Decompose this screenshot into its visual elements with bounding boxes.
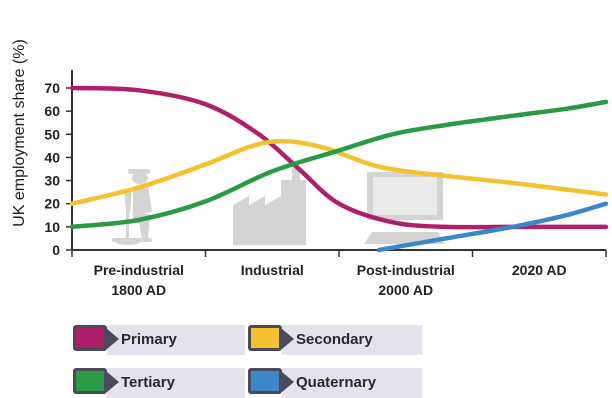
series-line-quaternary (376, 201, 609, 253)
legend-label-primary: Primary (107, 325, 245, 355)
y-tick-label: 70 (44, 80, 60, 96)
y-tick-label: 60 (44, 103, 60, 119)
series-line-tertiary (69, 99, 609, 230)
x-category-label: Pre-industrial 1800 AD (94, 262, 184, 298)
legend-pointer-icon (282, 329, 294, 349)
legend-item-secondary: Secondary (248, 325, 422, 355)
x-category-label: Post-industrial 2000 AD (357, 262, 455, 298)
legend-swatch-tertiary (73, 368, 107, 394)
employment-chart: 0 10 20 30 40 50 60 70 Pre-industrial 1800 AD Indu… (11, 39, 609, 298)
data-lines (69, 85, 609, 253)
y-tick-label: 30 (44, 173, 60, 189)
x-category-label: Industrial (241, 262, 304, 278)
legend-swatch-primary (73, 325, 107, 351)
x-category-label: 2020 AD (512, 262, 567, 278)
factory-icon (233, 168, 306, 245)
axis-labels: 0 10 20 30 40 50 60 70 Pre-industrial 1800 AD Indu… (11, 39, 567, 298)
series-line-secondary (69, 138, 609, 206)
y-tick-label: 40 (44, 149, 60, 165)
legend-pointer-icon (107, 372, 119, 392)
legend-label-secondary: Secondary (282, 325, 422, 355)
y-axis-title: UK employment share (%) (11, 39, 28, 227)
computer-icon (364, 172, 444, 244)
y-tick-label: 50 (44, 126, 60, 142)
legend-label-tertiary: Tertiary (107, 368, 245, 398)
legend-swatch-secondary (248, 325, 282, 351)
legend-label-quaternary: Quaternary (282, 368, 422, 398)
worker-silhouette-icon (112, 169, 152, 245)
legend-pointer-icon (107, 329, 119, 349)
legend-item-quaternary: Quaternary (248, 368, 422, 398)
legend-item-primary: Primary (73, 325, 245, 355)
y-tick-label: 10 (44, 219, 60, 235)
legend-swatch-quaternary (248, 368, 282, 394)
y-tick-label: 20 (44, 196, 60, 212)
legend-pointer-icon (282, 372, 294, 392)
series-line-primary (69, 85, 609, 230)
legend-item-tertiary: Tertiary (73, 368, 245, 398)
y-tick-label: 0 (52, 242, 60, 258)
